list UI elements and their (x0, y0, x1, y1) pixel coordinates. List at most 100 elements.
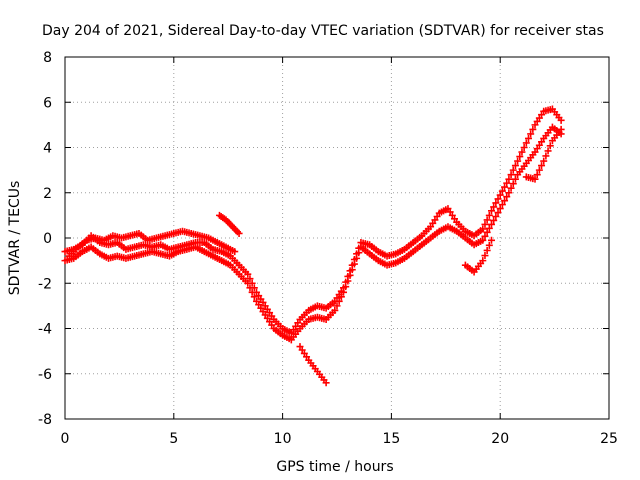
data-point (492, 213, 500, 221)
data-point (511, 175, 519, 183)
data-point (535, 166, 543, 174)
data-point (533, 171, 541, 179)
data-point (496, 205, 504, 213)
data-point (485, 211, 493, 219)
x-tick-label: 20 (491, 431, 509, 447)
data-point (483, 246, 491, 254)
series-track-a (61, 105, 565, 337)
data-point (483, 216, 491, 224)
axis-ticks (64, 56, 610, 420)
data-point (505, 189, 513, 197)
y-axis-label: SDTVAR / TECUs (7, 181, 23, 296)
series-track-c (65, 227, 239, 260)
data-point (246, 284, 254, 292)
data-point (346, 271, 354, 279)
data-point (490, 216, 498, 224)
data-point (542, 152, 550, 160)
x-axis-label: GPS time / hours (276, 459, 393, 475)
data-point (507, 171, 515, 179)
data-point (498, 187, 506, 195)
data-point (538, 162, 546, 170)
data-point (487, 236, 495, 244)
series-track-b (61, 123, 565, 344)
data-point (557, 116, 565, 124)
data-point (490, 203, 498, 211)
data-point (479, 236, 487, 244)
y-tick-label: 4 (43, 141, 52, 157)
series-track-d (215, 211, 243, 237)
data-point (481, 252, 489, 260)
y-tick-label: -2 (38, 276, 52, 292)
y-tick-label: 8 (43, 50, 52, 66)
data-point (540, 157, 548, 165)
data-point (544, 147, 552, 155)
data-point (250, 293, 258, 301)
data-point (355, 249, 363, 257)
data-point (527, 130, 535, 138)
y-tick-label: 2 (43, 186, 52, 202)
data-point (522, 139, 530, 147)
series-track-e (296, 343, 330, 387)
data-point (501, 197, 509, 205)
series-track-f (461, 236, 495, 276)
data-point (348, 266, 356, 274)
data-point (485, 224, 493, 232)
data-point (337, 293, 345, 301)
x-tick-label: 5 (169, 431, 178, 447)
data-point (505, 175, 513, 183)
y-axis-tick-labels: -8 -6 -4 -2 0 2 4 6 8 (38, 50, 52, 428)
x-tick-label: 15 (382, 431, 400, 447)
data-point (481, 220, 489, 228)
data-point (511, 162, 519, 170)
data-point (335, 297, 343, 305)
data-point (333, 302, 341, 310)
data-point (342, 283, 350, 291)
data-point (485, 241, 493, 249)
data-point (492, 199, 500, 207)
data-point (231, 248, 239, 256)
data-point (496, 191, 504, 199)
y-tick-label: -4 (38, 322, 52, 338)
data-point (246, 275, 254, 283)
data-point (518, 148, 526, 156)
data-point (520, 144, 528, 151)
data-point (516, 153, 524, 161)
data-point (483, 228, 491, 236)
data-point (487, 220, 495, 228)
gridlines (65, 57, 609, 419)
data-point (501, 183, 509, 191)
data-point (503, 193, 511, 201)
data-point (514, 157, 522, 165)
data-point (248, 288, 256, 296)
x-tick-label: 10 (274, 431, 292, 447)
y-tick-label: -6 (38, 367, 52, 383)
y-tick-label: 0 (43, 231, 52, 247)
y-tick-label: -8 (38, 412, 52, 428)
data-point (340, 288, 348, 296)
x-tick-label: 25 (600, 431, 618, 447)
data-point (498, 201, 506, 209)
data-point (557, 125, 565, 133)
y-tick-label: 6 (43, 95, 52, 111)
data-point (350, 260, 358, 268)
chart-title: Day 204 of 2021, Sidereal Day-to-day VTE… (42, 23, 604, 39)
data-point (529, 125, 537, 133)
data-point (531, 175, 539, 183)
data-point (322, 379, 330, 387)
data-point (479, 257, 487, 265)
data-point (509, 180, 517, 188)
data-point (244, 279, 252, 287)
data-series (61, 105, 565, 387)
data-point (331, 306, 339, 314)
series-track-g (522, 125, 565, 183)
data-point (503, 179, 511, 187)
data-point (235, 229, 243, 237)
data-point (479, 225, 487, 233)
x-tick-label: 0 (61, 431, 70, 447)
data-point (481, 232, 489, 240)
data-point (494, 209, 502, 217)
data-point (487, 207, 495, 215)
data-point (509, 166, 517, 174)
data-point (353, 254, 361, 262)
